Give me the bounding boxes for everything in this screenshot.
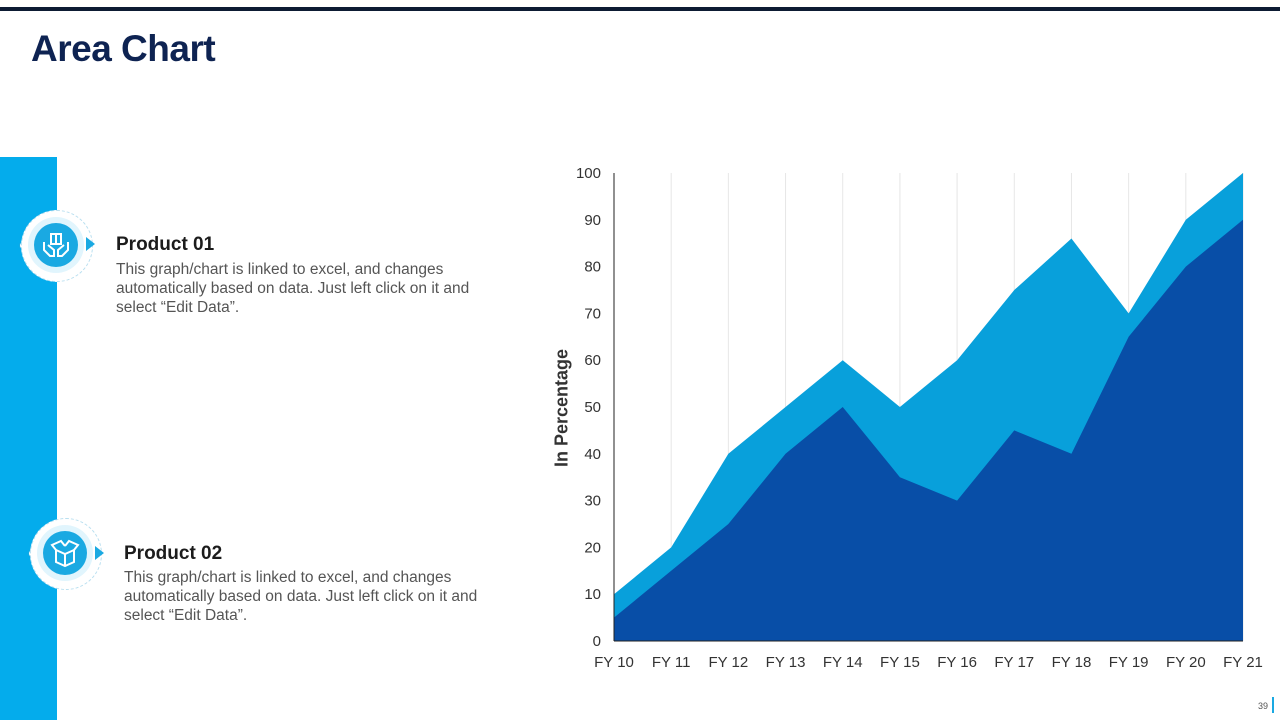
x-tick-label: FY 15 xyxy=(880,654,920,671)
x-tick-label: FY 18 xyxy=(1052,654,1092,671)
area-series-2 xyxy=(614,219,1243,642)
y-axis-title: In Percentage xyxy=(551,348,572,468)
product-02-description: This graph/chart is linked to excel, and… xyxy=(124,569,478,624)
pointer-arrow xyxy=(86,237,95,251)
x-tick-label: FY 19 xyxy=(1109,654,1149,671)
y-tick-label: 0 xyxy=(593,633,601,650)
x-tick-label: FY 11 xyxy=(652,654,691,671)
product-02-icon-badge xyxy=(30,518,104,592)
y-tick-label: 60 xyxy=(584,352,601,369)
y-tick-label: 80 xyxy=(584,259,601,276)
x-tick-label: FY 16 xyxy=(937,654,977,671)
page-number-marker xyxy=(1272,697,1274,713)
open-box-icon xyxy=(43,531,87,575)
product-01-title: Product 01 xyxy=(116,234,215,255)
y-tick-label: 70 xyxy=(584,305,601,322)
y-tick-label: 90 xyxy=(584,212,601,229)
chart-axes xyxy=(613,173,1243,642)
page-title: Area Chart xyxy=(31,28,216,69)
pointer-arrow xyxy=(95,546,104,560)
x-tick-label: FY 17 xyxy=(994,654,1034,671)
icon-circle xyxy=(37,525,93,581)
x-tick-label: FY 20 xyxy=(1166,654,1206,671)
y-tick-label: 100 xyxy=(576,165,601,182)
y-tick-label: 20 xyxy=(584,539,601,556)
top-rule xyxy=(0,7,1280,11)
y-tick-label: 40 xyxy=(584,446,601,463)
product-01-description: This graph/chart is linked to excel, and… xyxy=(116,261,470,316)
y-tick-label: 50 xyxy=(584,399,601,416)
x-tick-label: FY 21 xyxy=(1223,654,1263,671)
product-02-title: Product 02 xyxy=(124,543,223,564)
area-chart: 0 10 20 30 40 50 60 70 80 90 100 FY 10 FY 11 FY 12 FY … xyxy=(576,165,1263,671)
x-tick-label: FY 14 xyxy=(823,654,863,671)
page-number: 39 xyxy=(1258,701,1269,711)
chart-areas xyxy=(614,173,1243,642)
chart-labels: 0 10 20 30 40 50 60 70 80 90 100 FY 10 FY 11 FY 12 FY … xyxy=(576,165,1263,671)
icon-circle xyxy=(28,217,84,273)
x-tick-label: FY 10 xyxy=(594,654,634,671)
hands-box-icon xyxy=(34,223,78,267)
x-tick-label: FY 13 xyxy=(766,654,806,671)
product-01-icon-badge xyxy=(21,210,95,284)
y-tick-label: 30 xyxy=(584,493,601,510)
x-tick-label: FY 12 xyxy=(708,654,748,671)
y-tick-label: 10 xyxy=(584,586,601,603)
